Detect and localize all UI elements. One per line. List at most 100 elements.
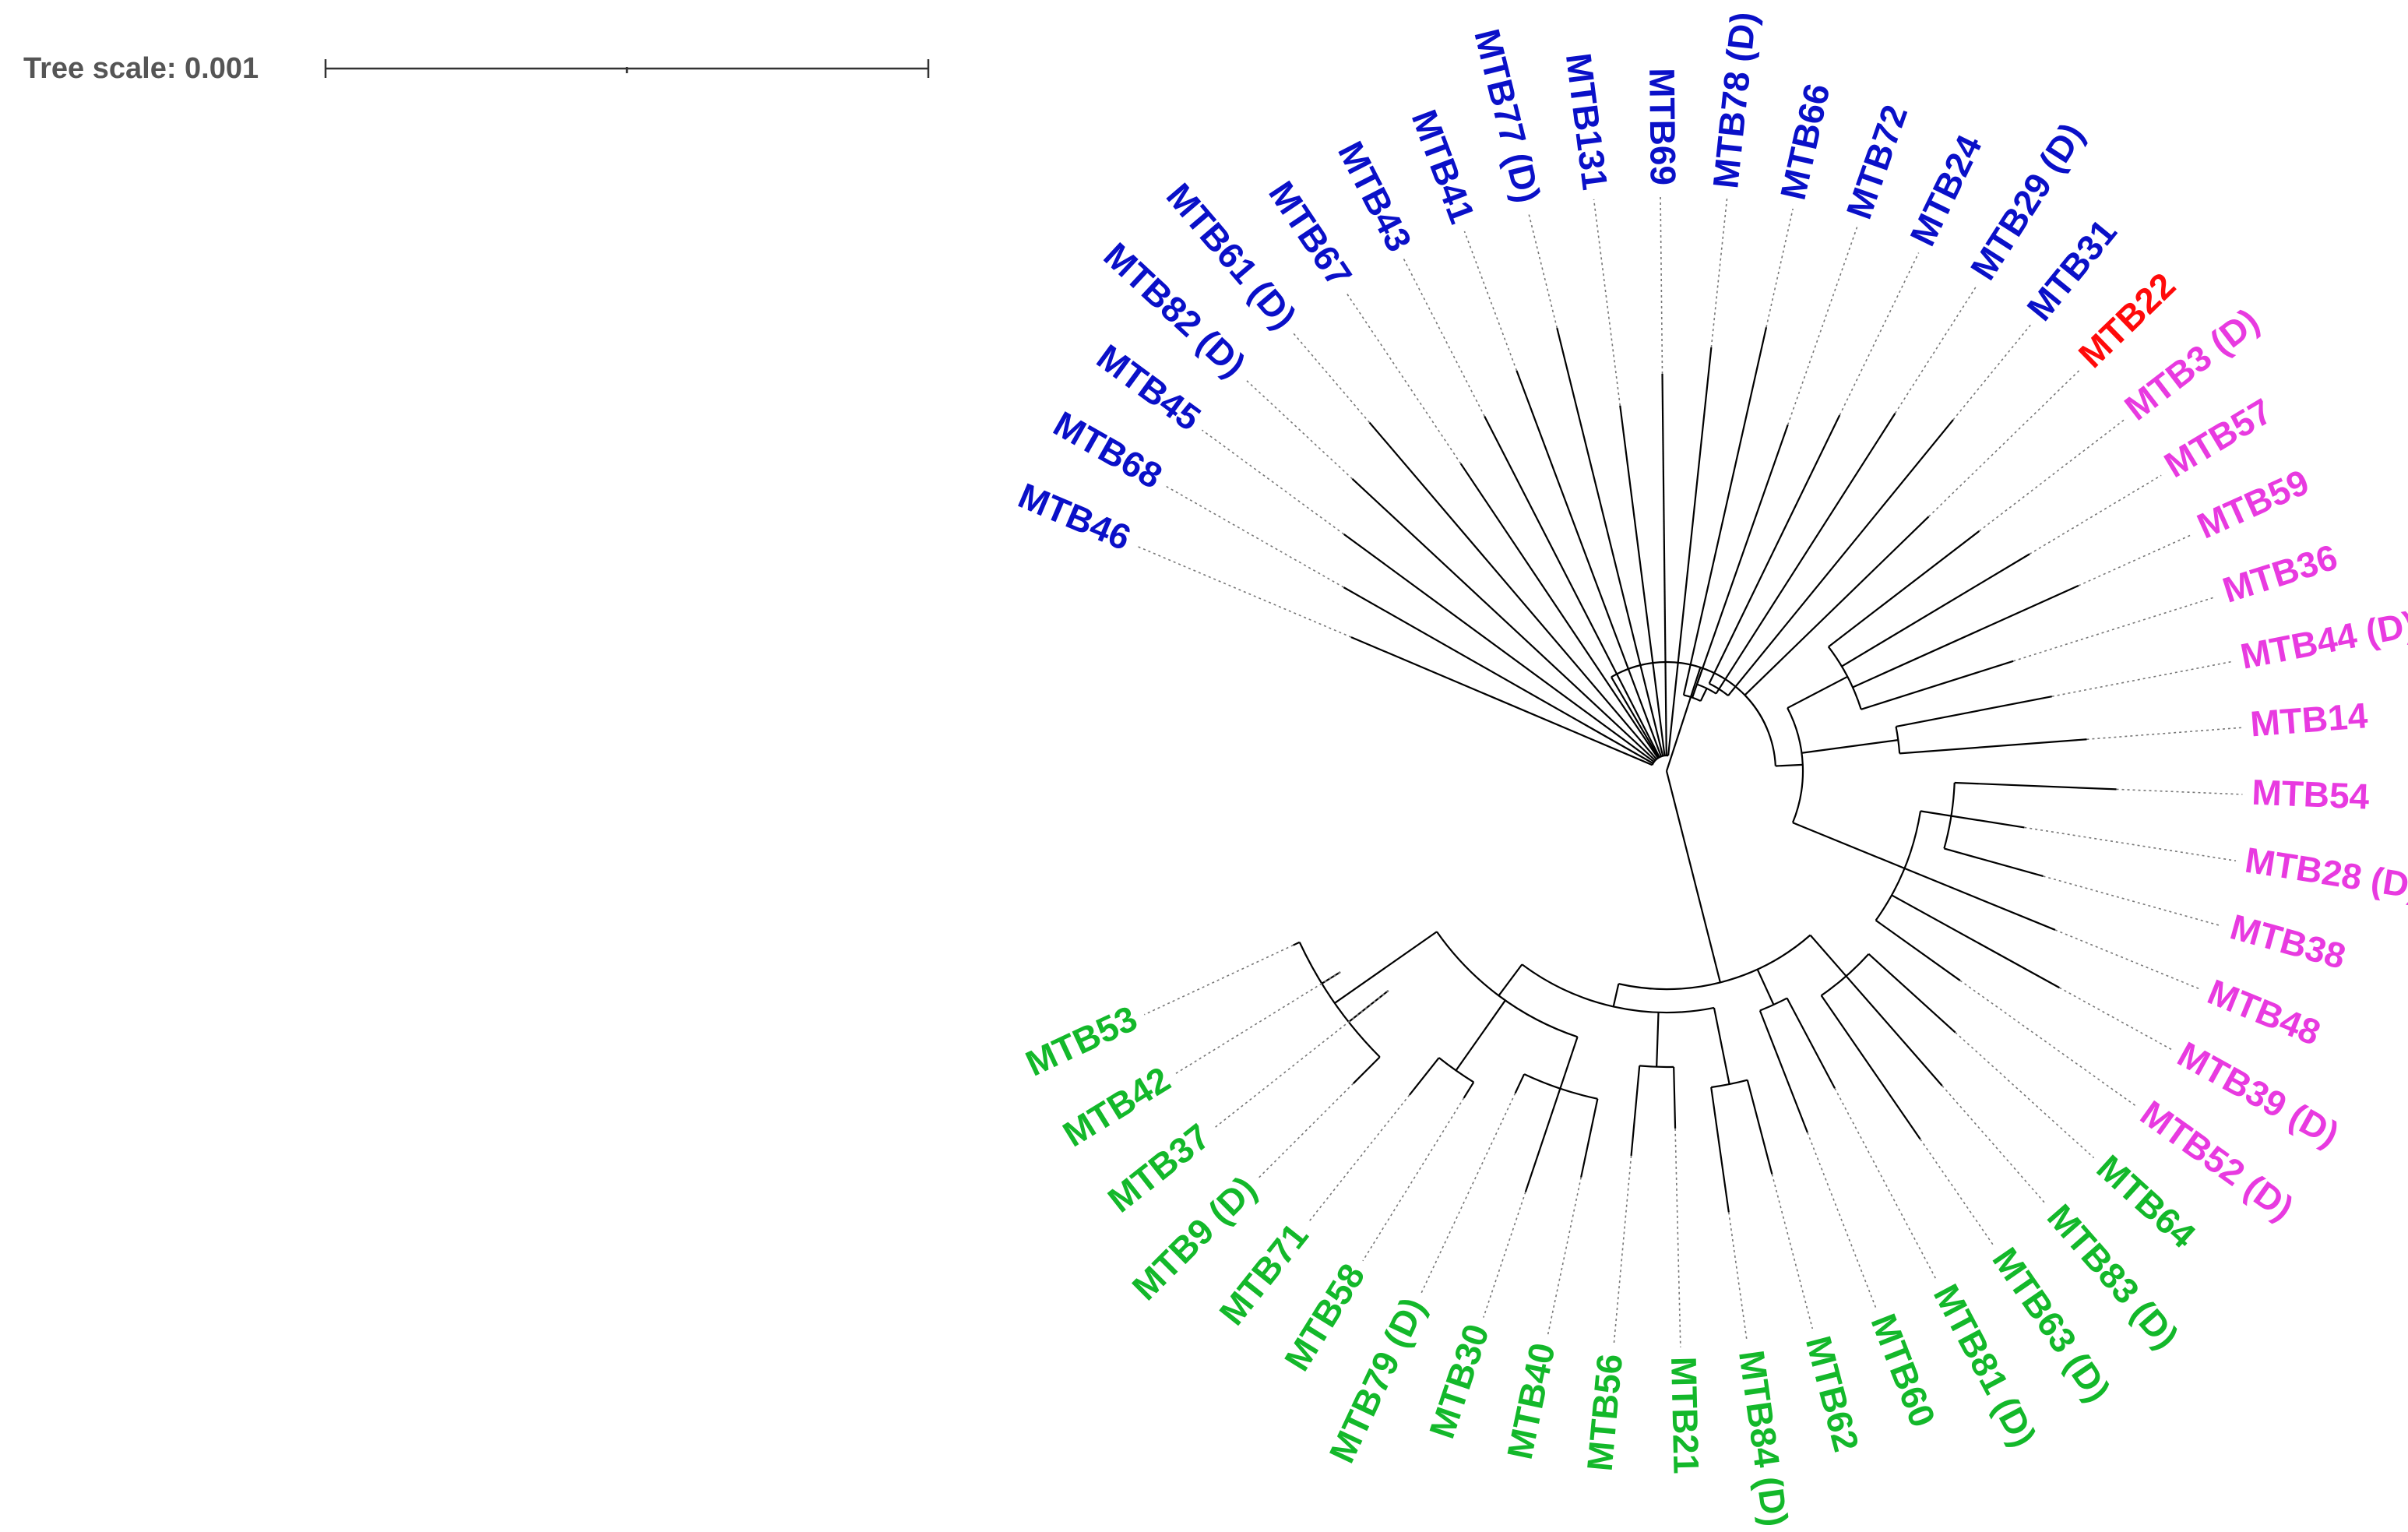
tree-branch-0 [1695,424,1789,685]
tree-branch-0 [1828,530,1980,648]
leaf-guide-line [1463,231,1518,372]
leaf-label-mtb40: MTB40 [1499,1340,1563,1463]
tree-node-arc [1651,754,1669,766]
leaf-guide-line [1258,1083,1354,1179]
tree-branch-3 [1875,919,1961,981]
tree-branch-5 [1459,463,1659,759]
tree-node-arc [1709,682,1729,697]
tree-branch-3 [1293,941,1301,946]
tree-node-arc [1820,953,1870,997]
tree-branch-0 [1350,636,1653,766]
tree-branch-0 [1920,810,1952,817]
tree-branch-3 [1861,660,2014,710]
tree-branch-2 [1944,847,2044,878]
leaf-label-mtb77-d: MTB77 (D) [1466,25,1548,206]
tree-node-arc [1943,782,1956,849]
tree-branch-8 [1556,327,1664,756]
leaf-guide-line [1483,1192,1526,1318]
tree-branch-1 [1845,975,1943,1086]
tree-branch-0 [1809,934,1847,977]
leaf-guide-line [1345,291,1462,464]
tree-branch-1 [1758,1010,1808,1133]
leaf-guide-line [1894,284,1978,414]
leaf-guide-line [1527,211,1558,329]
leaf-guide-line [1728,1212,1748,1342]
leaf-label-mtb69: MTB69 [1642,68,1684,185]
leaf-guide-line [2078,534,2193,586]
leaf-guide-line [1362,1097,1465,1262]
leaf-guide-line [1927,368,2081,517]
leaf-guide-line [1292,332,1371,424]
leaf-label-mtb131: MTB131 [1558,51,1616,192]
leaf-guide-line [1213,990,1389,1129]
leaf-guide-line [2012,596,2216,662]
leaf-guide-line [1201,429,1345,535]
tree-branch-0 [1673,1066,1677,1129]
leaf-guide-line [1593,199,1621,406]
tree-branch-2 [1334,931,1438,1004]
leaf-label-mtb48: MTB48 [2202,971,2326,1053]
leaf-guide-line [1547,1177,1582,1336]
tree-branch-0 [1463,1081,1475,1099]
tree-branch-1 [1408,1057,1440,1096]
leaf-guide-line [1165,485,1344,588]
leaf-label-mtb43: MTB43 [1330,135,1420,258]
leaf-label-mtb44-d: MTB44 (D) [2237,604,2408,677]
leaf-label-mtb42: MTB42 [1056,1058,1178,1154]
leaf-guide-line [1403,258,1485,417]
tree-branch-2 [1727,419,1954,696]
tree-branch-0 [1786,998,1836,1089]
tree-node-arc [1895,726,1901,754]
tree-branch-9 [1619,405,1666,756]
tree-branch-2 [1820,995,1921,1140]
leaf-guide-line [1959,980,2136,1107]
tree-branch-0 [1708,414,1841,685]
tree-branch-2 [1514,1073,1526,1094]
leaf-guide-line [2029,474,2162,555]
leaf-guide-line [2116,788,2243,795]
tree-branch-1 [1899,738,2087,755]
tree-scale-label: Tree scale: 0.001 [23,52,259,85]
tree-branch-2 [1612,983,1620,1007]
leaf-guide-line [2043,875,2222,927]
leaf-guide-line [1839,252,1920,416]
tree-scale: Tree scale: 0.001 [23,52,930,85]
tree-node-arc [1521,963,1715,1014]
tree-branch-0 [1787,675,1848,710]
leaf-label-mtb84-d: MTB84 (D) [1731,1347,1796,1528]
tree-branch-1 [1656,1012,1660,1067]
tree-node-arc [1787,707,1804,823]
leaf-guide-line [2059,987,2172,1051]
leaf-guide-line [2054,929,2201,990]
leaf-label-mtb72: MTB72 [1838,100,1915,224]
leaf-label-mtb30: MTB30 [1421,1319,1497,1444]
leaf-guide-line [1955,1031,2095,1159]
leaf-label-mtb57: MTB57 [2157,390,2279,485]
tree-node-arc [1759,997,1788,1012]
tree-branch-0 [1868,953,1956,1034]
leaf-label-mtb36: MTB36 [2218,537,2342,611]
leaf-label-mtb41: MTB41 [1404,104,1484,228]
tree-branch-1 [1801,739,1899,754]
tree-branch-1 [1841,553,2030,667]
leaf-guide-line [1978,419,2125,532]
leaf-label-mtb78-d: MTB78 (D) [1705,10,1764,191]
leaf-guide-line [1834,1087,1938,1281]
leaf-label-mtb58: MTB58 [1276,1256,1373,1378]
leaf-guide-line [1421,1093,1516,1294]
tree-branch-1 [1665,770,1721,983]
leaf-guide-line [1244,378,1354,480]
tree-branches [1293,326,2117,1213]
leaf-guide-lines [1135,195,2243,1347]
tree-branch-1 [1710,1086,1730,1213]
tree-node-arc [1744,694,1776,766]
leaf-guide-line [1771,1174,1814,1329]
leaf-label-mtb59: MTB59 [2191,461,2315,546]
tree-node-arc [1438,1057,1474,1083]
tree-branch-0 [1896,696,2053,728]
leaf-guide-line [1660,195,1663,375]
tree-branch-6 [1484,415,1660,758]
tree-branch-0 [1713,1007,1730,1085]
leaf-guide-line [1308,1094,1410,1224]
tree-branch-0 [1746,1079,1773,1175]
